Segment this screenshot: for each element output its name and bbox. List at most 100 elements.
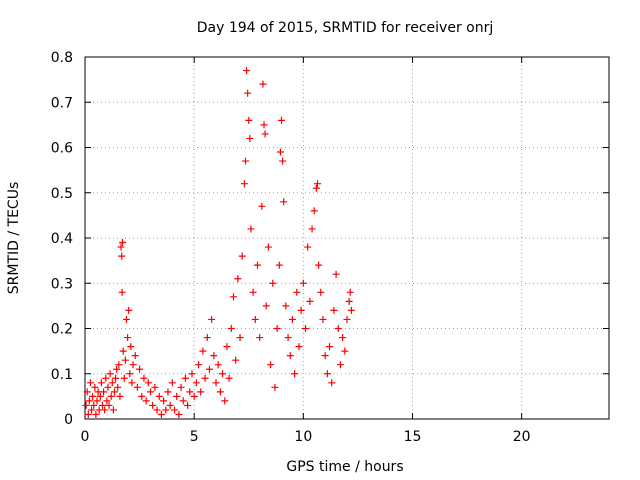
data-point	[157, 410, 165, 418]
data-point	[195, 361, 203, 369]
data-point	[100, 388, 108, 396]
data-point	[247, 225, 255, 233]
data-point	[273, 325, 281, 332]
data-point	[293, 288, 301, 296]
data-point	[188, 370, 196, 378]
y-tick-label: 0.5	[51, 186, 73, 202]
data-point	[96, 392, 104, 400]
data-point	[291, 370, 299, 378]
data-point	[118, 288, 126, 296]
chart-title: Day 194 of 2015, SRMTID for receiver onr…	[197, 20, 494, 36]
data-point	[115, 361, 123, 369]
data-point	[212, 379, 220, 387]
data-point	[138, 392, 146, 400]
data-point	[120, 374, 128, 382]
data-point	[321, 352, 329, 360]
data-point	[210, 352, 218, 360]
data-point	[122, 315, 130, 323]
data-point	[278, 116, 285, 124]
data-point	[261, 130, 269, 138]
axis-ticks: 0 5 10 15 20 0 0.1 0.2 0.3 0.4 0.5 0.6 0.7 0.8	[51, 50, 609, 445]
data-point	[253, 261, 261, 269]
data-point	[125, 306, 133, 314]
data-point	[312, 184, 320, 192]
data-point	[225, 374, 233, 382]
data-point	[117, 243, 125, 251]
data-point	[346, 288, 354, 296]
data-point	[227, 325, 235, 332]
data-point	[262, 302, 270, 310]
y-tick-label: 0.6	[51, 141, 73, 157]
data-point	[334, 325, 342, 332]
data-point	[238, 252, 246, 260]
data-point	[149, 401, 157, 409]
data-point	[310, 207, 318, 215]
data-point	[121, 356, 129, 364]
y-tick-label: 0	[64, 412, 73, 428]
data-point	[315, 261, 323, 269]
y-tick-label: 0.3	[51, 276, 73, 292]
data-point	[295, 343, 303, 351]
data-point	[339, 334, 347, 342]
x-tick-label: 10	[294, 429, 312, 445]
data-point	[203, 334, 211, 342]
data-point	[104, 383, 112, 391]
data-point	[343, 315, 351, 323]
data-point	[328, 379, 336, 387]
data-point	[133, 383, 141, 391]
data-point	[177, 383, 185, 391]
y-tick-label: 0.1	[51, 367, 73, 383]
data-point	[251, 315, 259, 323]
data-point	[205, 365, 213, 373]
data-point	[243, 67, 251, 75]
data-point	[336, 361, 344, 369]
data-point	[131, 352, 139, 360]
data-point	[127, 343, 135, 351]
data-point	[244, 89, 252, 97]
data-point	[155, 392, 163, 400]
data-point	[284, 334, 292, 342]
data-point	[151, 383, 159, 391]
data-point	[332, 270, 340, 278]
data-point	[319, 315, 327, 323]
data-point	[304, 243, 312, 251]
data-point	[267, 361, 275, 369]
data-point	[124, 334, 132, 342]
data-point	[245, 116, 253, 124]
data-point	[113, 365, 121, 373]
data-point	[201, 374, 209, 382]
y-tick-label: 0.7	[51, 95, 73, 111]
data-point	[282, 302, 290, 310]
data-point	[241, 157, 249, 165]
data-point	[192, 379, 200, 387]
data-point	[166, 401, 174, 409]
data-point	[223, 343, 231, 351]
data-point	[199, 347, 207, 355]
data-point	[299, 279, 307, 287]
data-point	[181, 374, 189, 382]
data-point	[106, 370, 114, 378]
data-point	[142, 397, 150, 405]
data-point	[197, 388, 205, 396]
data-point	[179, 397, 187, 405]
data-point	[302, 325, 310, 332]
data-point	[168, 379, 176, 387]
data-point	[221, 397, 229, 405]
data-point	[249, 288, 257, 296]
data-point	[119, 239, 127, 247]
x-tick-label: 15	[404, 429, 422, 445]
data-point	[88, 406, 96, 414]
data-point	[153, 406, 161, 414]
data-point	[280, 198, 288, 206]
data-point	[275, 261, 283, 269]
data-point	[105, 401, 113, 409]
x-axis-label: GPS time / hours	[286, 459, 403, 475]
data-point	[347, 306, 355, 314]
data-point	[109, 406, 117, 414]
data-series	[82, 67, 355, 418]
data-point	[140, 374, 148, 382]
data-point	[219, 370, 227, 378]
data-point	[269, 279, 277, 287]
